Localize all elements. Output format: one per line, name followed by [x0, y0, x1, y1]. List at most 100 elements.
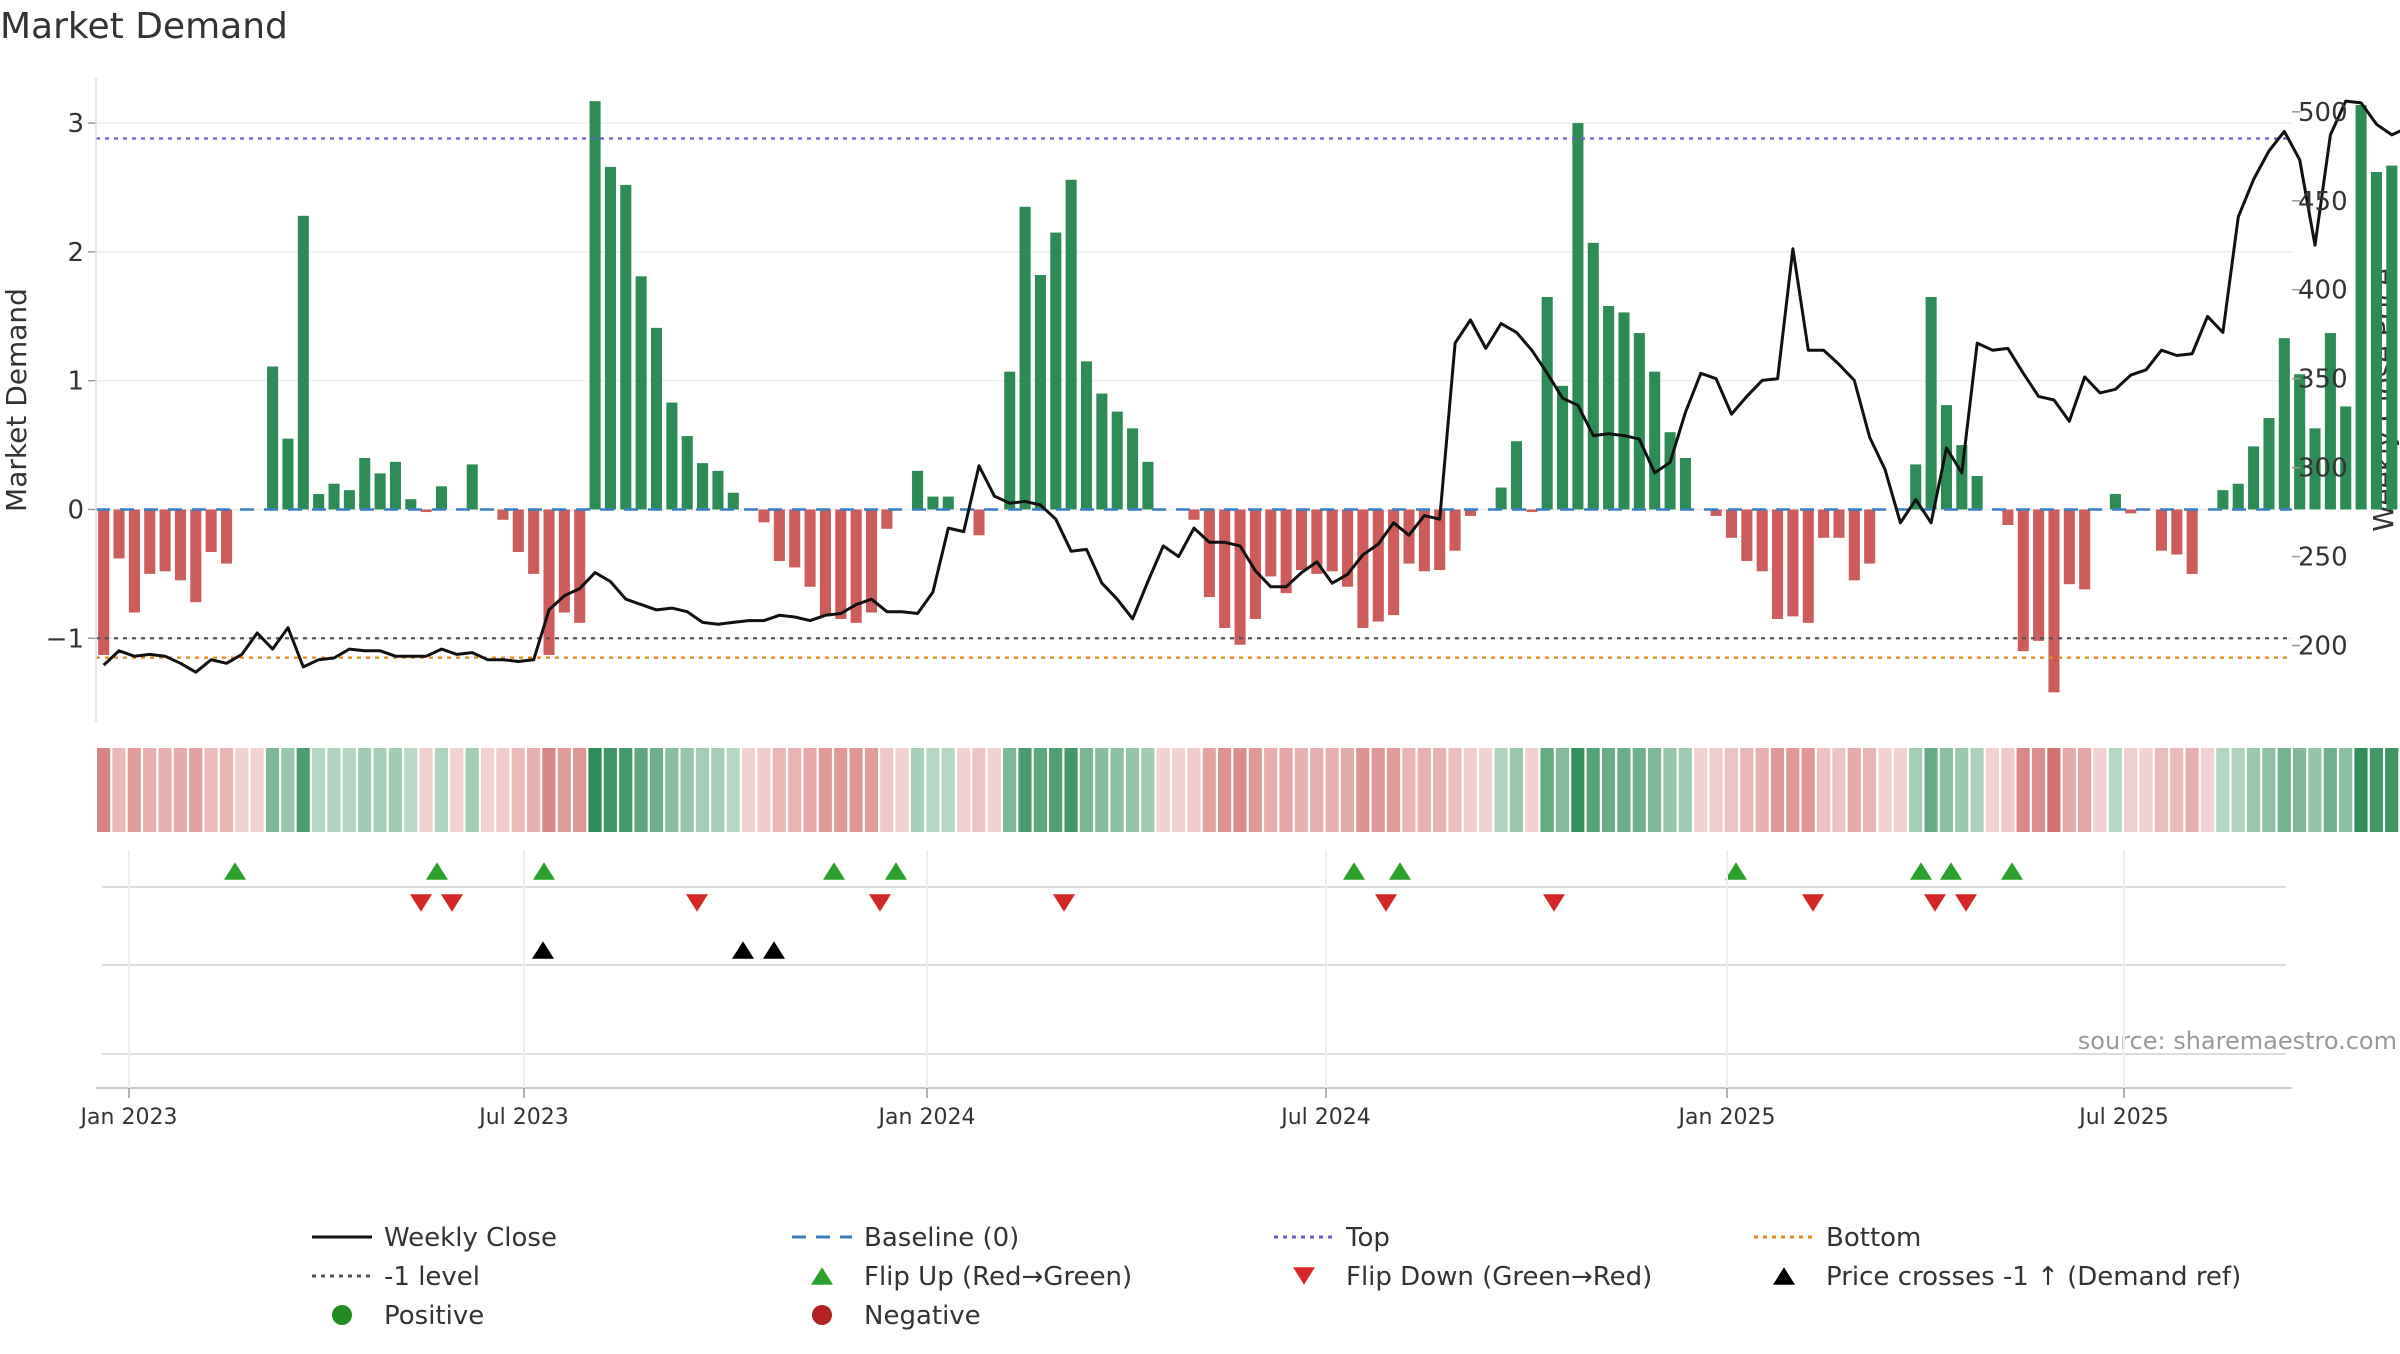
demand-bar [2186, 509, 2198, 574]
strip-cell [1264, 748, 1278, 832]
demand-bar [113, 509, 125, 559]
demand-bars [98, 101, 2398, 693]
demand-bar [282, 438, 294, 510]
strip-cell [327, 748, 341, 832]
strip-cell [1816, 748, 1831, 832]
y-tick-label: 1 [67, 367, 84, 397]
strip-cell [603, 748, 617, 832]
demand-bar [1848, 509, 1860, 581]
demand-bar [1910, 464, 1922, 510]
demand-bar [865, 509, 878, 613]
demand-bar [2033, 509, 2045, 641]
strip-cell [2170, 748, 2184, 832]
strip-cell [1033, 748, 1047, 832]
demand-bar [2278, 338, 2290, 510]
demand-bar [835, 509, 847, 619]
flip-down-marker [686, 894, 708, 912]
y2-tick-label: 350 [2298, 365, 2348, 395]
strip-cell [1141, 748, 1155, 832]
legend-item: Bottom [1754, 1223, 1921, 1253]
strip-cell [1356, 748, 1370, 832]
strip-cell [1632, 748, 1646, 832]
demand-bar [1925, 296, 1937, 510]
demand-bar [1649, 371, 1661, 510]
strip-cell [1218, 748, 1232, 832]
demand-bar [1034, 275, 1046, 510]
strip-cell [1448, 748, 1462, 832]
strip-cell [1340, 748, 1355, 832]
demand-bar [2324, 333, 2336, 510]
demand-strip [97, 748, 2399, 832]
flip-down-marker [869, 894, 891, 912]
strip-cell [2078, 748, 2092, 832]
strip-cell [1525, 748, 1539, 832]
demand-bar [681, 436, 693, 510]
flip-down-marker [1802, 894, 1824, 912]
demand-bar [497, 509, 509, 520]
demand-bar [1756, 509, 1768, 572]
strip-cell [634, 748, 648, 832]
strip-cell [1110, 748, 1124, 832]
strip-cell [803, 748, 817, 832]
strip-cell [972, 748, 986, 832]
strip-cell [173, 748, 187, 832]
strip-cell [1125, 748, 1140, 832]
x-tick-label: Jan 2024 [877, 1105, 976, 1130]
strip-cell [2369, 748, 2383, 832]
flip-up-marker [1910, 862, 1932, 880]
x-tick-label: Jul 2023 [477, 1105, 569, 1130]
legend-label: Price crosses -1 ↑ (Demand ref) [1826, 1262, 2241, 1292]
strip-cell [1755, 748, 1769, 832]
demand-bar [2232, 483, 2244, 510]
demand-bar [2263, 418, 2275, 510]
demand-bar [1526, 509, 1538, 513]
strip-cell [1079, 748, 1093, 832]
demand-bar [1203, 509, 1215, 598]
demand-bar [804, 509, 816, 587]
strip-cell [941, 748, 955, 832]
demand-bar [1280, 509, 1292, 594]
strip-cell [1985, 748, 2000, 832]
x-tick-label: Jan 2025 [1677, 1105, 1776, 1130]
strip-cell [834, 748, 848, 832]
demand-bar [1004, 371, 1016, 510]
flip-down-marker [1924, 894, 1946, 912]
demand-bar [1096, 393, 1108, 510]
flip-down-marker [441, 894, 463, 912]
strip-cell [204, 748, 218, 832]
strip-cell [2216, 748, 2230, 832]
demand-bar [973, 509, 985, 536]
y2-tick-label: 250 [2298, 543, 2348, 573]
demand-bar [174, 509, 186, 581]
flip-up-marker [426, 862, 448, 880]
demand-bar [1142, 461, 1154, 510]
y2-tick-label: 200 [2298, 632, 2348, 662]
demand-bar [1050, 232, 1062, 510]
demand-bar [2063, 509, 2075, 585]
strip-cell [1924, 748, 1938, 832]
flip-markers [102, 862, 2286, 1055]
x-tick-label: Jul 2025 [2077, 1105, 2169, 1130]
strip-cell [956, 748, 971, 832]
strip-cell [1663, 748, 1677, 832]
demand-bar [2109, 494, 2121, 510]
strip-cell [2016, 748, 2030, 832]
strip-cell [1648, 748, 1662, 832]
demand-bar [405, 499, 417, 510]
legend-label: Flip Down (Green→Red) [1346, 1262, 1652, 1292]
strip-cell [1601, 748, 1616, 832]
demand-bar [1326, 509, 1338, 572]
demand-bar [850, 509, 862, 623]
x-axis: Jan 2023 Jul 2023 Jan 2024 Jul 2024 Jan 2025… [79, 850, 2292, 1130]
demand-bar [635, 276, 647, 510]
strip-cell [2001, 748, 2015, 832]
chart-title: Market Demand [0, 6, 288, 47]
source-note: source: sharemaestro.com [2078, 1027, 2397, 1055]
strip-cell [711, 748, 725, 832]
strip-cell [465, 748, 479, 832]
flip-up-marker [533, 862, 555, 880]
price-line-group [102, 99, 2400, 674]
demand-bar [2309, 428, 2321, 510]
legend-item: Positive [332, 1301, 484, 1331]
